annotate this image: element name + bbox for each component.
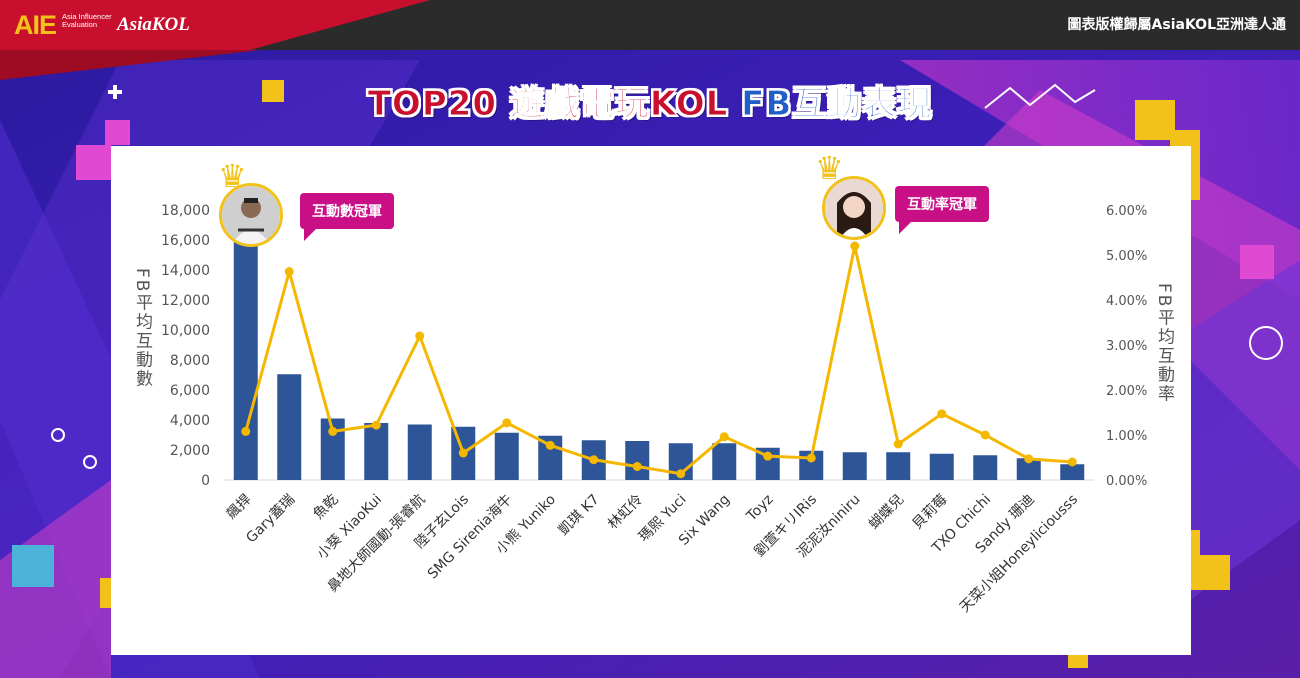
line-point	[284, 267, 294, 277]
x-tick-label: 蝴蝶兒	[866, 492, 907, 533]
y-tick-label: 16,000	[161, 233, 210, 249]
avatar-interaction-champion	[219, 183, 283, 247]
y-tick-label: 10,000	[161, 323, 210, 339]
line-point	[850, 241, 860, 251]
x-tick-label: 凱琪 K7	[556, 492, 603, 539]
line-point	[328, 426, 338, 436]
bar	[233, 217, 258, 480]
x-tick-label: 飆捍	[223, 492, 254, 523]
y-tick-label: 12,000	[161, 293, 210, 309]
bar	[929, 453, 954, 480]
line-point	[415, 331, 425, 341]
line-point	[676, 469, 686, 479]
bar	[886, 452, 911, 480]
line-point	[458, 448, 468, 458]
line-point	[1024, 454, 1034, 464]
line-point	[806, 453, 816, 463]
bar	[364, 423, 389, 480]
line-point	[763, 451, 773, 461]
y2-axis-label: FB平均互動率	[1154, 283, 1174, 404]
person-icon	[825, 179, 883, 237]
x-tick-label: Gary蓋瑞	[243, 492, 298, 547]
y2-tick-label: 6.00%	[1106, 204, 1147, 219]
chart-title: TOP20 遊戲電玩KOL FB互動表現	[0, 76, 1300, 125]
x-tick-label: 貝莉莓	[910, 492, 951, 533]
aie-logo: AIE	[14, 10, 57, 40]
y-tick-label: 8,000	[170, 353, 210, 369]
y-tick-label: 18,000	[161, 203, 210, 219]
bar	[494, 432, 519, 480]
bar	[625, 441, 650, 480]
y-axis-label: FB平均互動數	[132, 268, 152, 389]
x-tick-label: Toyz	[743, 492, 776, 525]
header-bar: AIE Asia Influencer Evaluation AsiaKOL 圖…	[0, 0, 1300, 50]
y2-tick-label: 5.00%	[1106, 249, 1147, 264]
y2-tick-label: 3.00%	[1106, 339, 1147, 354]
line-point	[502, 418, 512, 428]
person-icon	[222, 186, 280, 244]
line-point	[937, 409, 947, 419]
y2-tick-label: 2.00%	[1106, 384, 1147, 399]
line-point	[893, 439, 903, 449]
line-point	[589, 455, 599, 465]
y2-tick-label: 1.00%	[1106, 429, 1147, 444]
bar	[1060, 464, 1085, 480]
y-tick-label: 0	[201, 473, 210, 489]
badge-rate-champion: 互動率冠軍	[895, 186, 989, 234]
y-tick-label: 4,000	[170, 413, 210, 429]
bar	[277, 374, 302, 480]
line-point	[241, 426, 251, 436]
y-tick-label: 14,000	[161, 263, 210, 279]
bar	[973, 455, 998, 480]
line-point	[545, 440, 555, 450]
bar	[407, 424, 432, 480]
bar	[842, 452, 867, 480]
badge-interaction-champion: 互動數冠軍	[300, 193, 394, 241]
chart-title-part1: TOP20 遊戲電玩KOL	[367, 84, 729, 125]
aie-logo-subtext: Asia Influencer Evaluation	[62, 12, 112, 29]
line-series	[244, 245, 1073, 476]
line-point	[632, 462, 642, 471]
line-point	[980, 430, 990, 440]
y2-tick-label: 4.00%	[1106, 294, 1147, 309]
asiakol-logo: AsiaKOL	[117, 14, 190, 35]
bar	[712, 443, 737, 480]
line-point	[719, 432, 729, 442]
line-point	[1067, 457, 1077, 467]
line-point	[371, 420, 381, 430]
y2-tick-label: 0.00%	[1106, 474, 1147, 489]
x-tick-label: 林虹伶	[605, 492, 646, 533]
copyright-text: 圖表版權歸屬AsiaKOL亞洲達人通	[1067, 17, 1286, 33]
x-tick-label: 魚乾	[310, 492, 341, 523]
bar	[1016, 458, 1041, 480]
y-tick-label: 2,000	[170, 443, 210, 459]
y-tick-label: 6,000	[170, 383, 210, 399]
avatar-rate-champion	[822, 176, 886, 240]
chart-title-part2: FB互動表現	[741, 84, 933, 125]
